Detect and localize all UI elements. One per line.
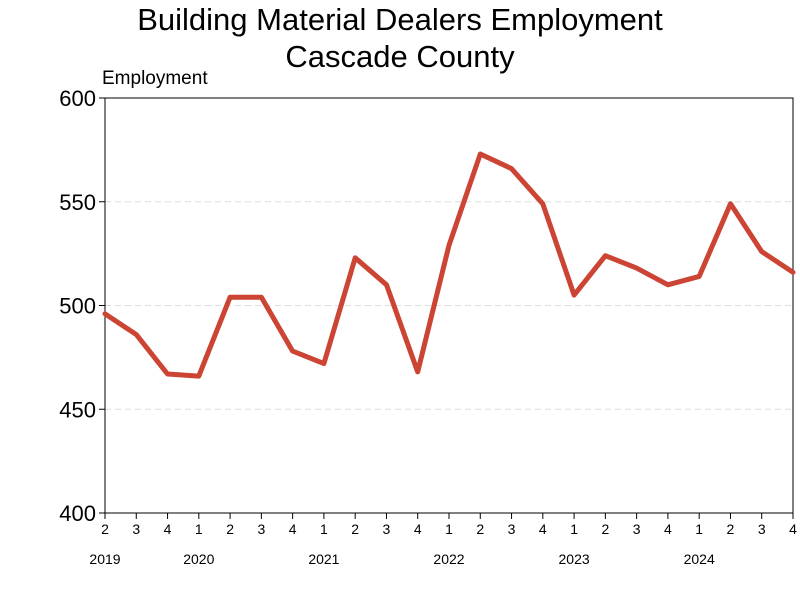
y-tick-label: 550 <box>59 190 96 215</box>
year-label: 2019 <box>89 551 120 567</box>
y-tick-label: 400 <box>59 501 96 526</box>
x-tick-label: 3 <box>758 521 766 537</box>
x-tick-label: 2 <box>601 521 609 537</box>
y-tick-label: 500 <box>59 294 96 319</box>
y-tick-label: 450 <box>59 397 96 422</box>
x-tick-label: 4 <box>414 521 422 537</box>
series-line <box>102 151 796 379</box>
x-tick-label: 1 <box>570 521 578 537</box>
y-axis-label: Employment <box>102 68 208 89</box>
x-tick-label: 3 <box>633 521 641 537</box>
x-tick-label: 4 <box>289 521 297 537</box>
x-tick-label: 2 <box>727 521 735 537</box>
x-tick-label: 3 <box>257 521 265 537</box>
year-label: 2020 <box>183 551 214 567</box>
x-tick-label: 1 <box>195 521 203 537</box>
x-tick-label: 3 <box>508 521 516 537</box>
year-label: 2024 <box>684 551 715 567</box>
y-tick-label: 600 <box>59 86 96 111</box>
x-tick-label: 3 <box>383 521 391 537</box>
x-tick-label: 2 <box>226 521 234 537</box>
chart-title: Building Material Dealers Employment <box>137 2 663 37</box>
year-label: 2022 <box>433 551 464 567</box>
x-tick-label: 2 <box>476 521 484 537</box>
year-label: 2023 <box>559 551 590 567</box>
x-tick-label: 4 <box>789 521 797 537</box>
x-tick-label: 1 <box>445 521 453 537</box>
x-tick-label: 4 <box>539 521 547 537</box>
x-tick-label: 2 <box>101 521 109 537</box>
x-tick-label: 2 <box>351 521 359 537</box>
year-label: 2021 <box>308 551 339 567</box>
x-tick-label: 3 <box>132 521 140 537</box>
x-tick-label: 1 <box>695 521 703 537</box>
x-tick-label: 1 <box>320 521 328 537</box>
chart-subtitle: Cascade County <box>285 39 515 74</box>
x-tick-label: 4 <box>664 521 672 537</box>
x-tick-label: 4 <box>164 521 172 537</box>
